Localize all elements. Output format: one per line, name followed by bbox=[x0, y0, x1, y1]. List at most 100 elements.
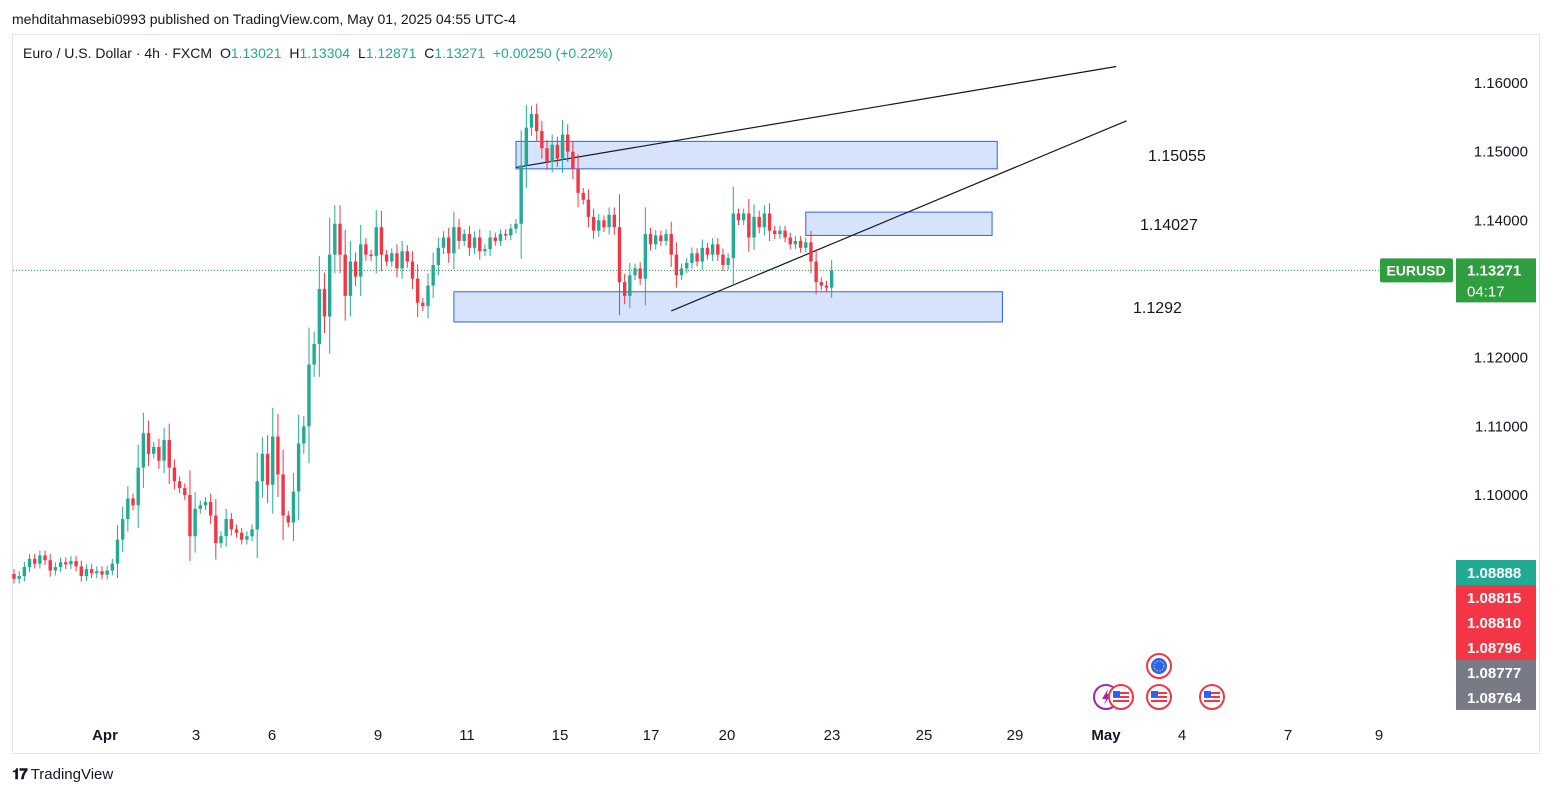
candle-body bbox=[110, 563, 115, 571]
candle-body bbox=[240, 532, 244, 540]
candle-body bbox=[58, 562, 63, 568]
symbol-tag-label: EURUSD bbox=[1386, 262, 1445, 278]
trendlines-layer bbox=[515, 65, 1127, 312]
candle-body bbox=[369, 254, 373, 257]
candle bbox=[338, 205, 342, 274]
candle bbox=[379, 210, 384, 272]
candle bbox=[12, 569, 16, 584]
candle-body bbox=[498, 234, 503, 241]
countdown-value: 04:17 bbox=[1467, 283, 1505, 300]
candle-body bbox=[177, 481, 182, 489]
candle bbox=[695, 248, 699, 267]
candle-body bbox=[571, 151, 575, 169]
chart-frame[interactable] bbox=[12, 34, 1540, 754]
candle bbox=[120, 506, 125, 552]
candle bbox=[602, 215, 606, 233]
x-tick-label: 3 bbox=[192, 727, 200, 744]
candle-body bbox=[757, 216, 761, 228]
candle-body bbox=[265, 453, 270, 485]
tradingview-logo[interactable]: 𝟏𝟕 TradingView bbox=[12, 766, 113, 783]
candle-body bbox=[793, 240, 798, 245]
candle bbox=[716, 238, 720, 261]
candle bbox=[581, 188, 585, 205]
candle bbox=[757, 210, 761, 234]
candle-body bbox=[162, 440, 166, 461]
candle bbox=[829, 260, 834, 298]
candle bbox=[498, 229, 503, 246]
x-tick-label: 20 bbox=[719, 727, 736, 744]
open-value: 1.13021 bbox=[230, 45, 282, 61]
candle bbox=[576, 154, 580, 208]
candle-body bbox=[622, 282, 627, 296]
candle bbox=[488, 230, 492, 257]
price-tag bbox=[1456, 685, 1536, 710]
candle bbox=[566, 124, 570, 162]
candle-body bbox=[390, 253, 394, 262]
candle bbox=[22, 561, 27, 582]
candle bbox=[364, 238, 368, 261]
candle bbox=[146, 420, 151, 467]
candle bbox=[110, 558, 115, 576]
candle bbox=[43, 550, 47, 566]
candle-body bbox=[115, 539, 120, 564]
candle-body bbox=[348, 261, 353, 296]
open-label: O bbox=[219, 45, 231, 61]
candle-body bbox=[188, 495, 192, 537]
x-tick-label: 9 bbox=[1375, 727, 1383, 744]
us-flag-icon[interactable] bbox=[1146, 684, 1172, 710]
candle bbox=[322, 272, 327, 333]
us-flag-icon[interactable] bbox=[1199, 684, 1225, 710]
candle bbox=[633, 263, 637, 281]
candle bbox=[229, 512, 234, 536]
candle-body bbox=[524, 127, 529, 166]
last-price-value: 1.13271 bbox=[1467, 262, 1521, 279]
zone-label: 1.15055 bbox=[1148, 148, 1206, 165]
high-label: H bbox=[289, 45, 300, 61]
candle bbox=[405, 245, 409, 268]
candle-body bbox=[353, 261, 358, 277]
candle-body bbox=[488, 237, 492, 250]
candle bbox=[167, 423, 171, 485]
candle bbox=[773, 225, 777, 239]
candle bbox=[597, 214, 601, 237]
candle-body bbox=[472, 237, 477, 248]
candle bbox=[700, 239, 704, 270]
candle bbox=[224, 508, 228, 547]
candle-body bbox=[208, 501, 213, 516]
candle bbox=[462, 229, 466, 246]
candle-body bbox=[302, 426, 306, 444]
candle-body bbox=[798, 240, 803, 248]
candle-body bbox=[405, 251, 409, 262]
eu-flag-icon[interactable] bbox=[1146, 653, 1172, 679]
candle-body bbox=[95, 571, 99, 574]
x-tick-label: 15 bbox=[552, 727, 569, 744]
candle bbox=[177, 476, 182, 493]
candle-body bbox=[664, 234, 668, 241]
candle bbox=[84, 564, 89, 581]
candle bbox=[307, 327, 311, 464]
price-tag-label: 1.08810 bbox=[1467, 615, 1521, 632]
candle bbox=[452, 211, 456, 269]
candle-body bbox=[747, 213, 751, 238]
x-tick-label: 17 bbox=[643, 727, 660, 744]
candle-body bbox=[695, 253, 699, 262]
candle bbox=[467, 225, 472, 257]
candle-body bbox=[731, 213, 736, 259]
candle-body bbox=[602, 220, 606, 228]
candle-body bbox=[576, 168, 580, 193]
candle-body bbox=[819, 282, 823, 286]
candle-body bbox=[783, 230, 787, 238]
candle bbox=[152, 442, 156, 459]
candle-body bbox=[43, 555, 47, 561]
candle-body bbox=[152, 446, 156, 454]
candle-body bbox=[710, 244, 715, 255]
candle bbox=[540, 120, 544, 159]
candle-body bbox=[752, 216, 756, 238]
candle-body bbox=[410, 261, 415, 279]
candle-body bbox=[778, 230, 782, 235]
us-flag-icon[interactable] bbox=[1108, 684, 1134, 710]
zone-rect bbox=[515, 140, 998, 170]
candle-body bbox=[89, 569, 94, 574]
candle-body bbox=[690, 253, 694, 263]
